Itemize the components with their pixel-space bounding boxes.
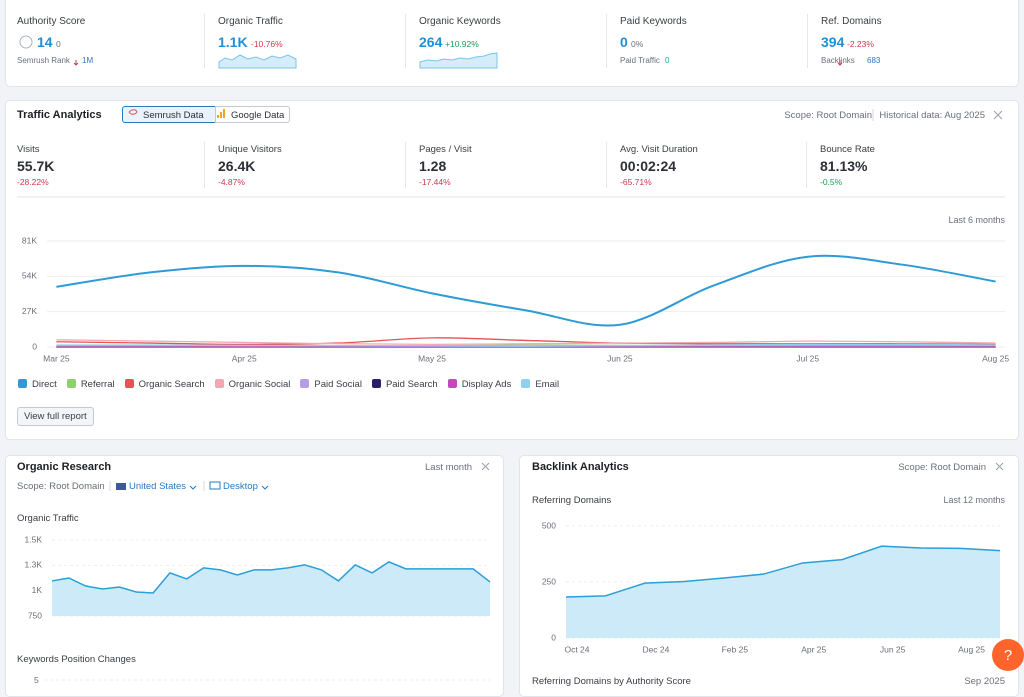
metric-label: Authority Score bbox=[17, 16, 86, 27]
metric-label: Ref. Domains bbox=[821, 16, 882, 27]
legend-label: Organic Social bbox=[228, 379, 291, 390]
metric-change: -2.23% bbox=[847, 39, 874, 49]
stat-label: Bounce Rate bbox=[820, 144, 875, 155]
legend-swatch[interactable] bbox=[18, 379, 27, 388]
stat-change: -65.71% bbox=[620, 177, 652, 187]
source-tab[interactable]: Semrush Data bbox=[122, 106, 216, 123]
legend-swatch[interactable] bbox=[371, 379, 381, 388]
stat-label: Pages / Visit bbox=[419, 144, 472, 155]
stat-value: 1.28 bbox=[419, 158, 447, 174]
section-title: Keywords Position Changes bbox=[17, 654, 136, 665]
device-select[interactable]: Desktop bbox=[223, 481, 258, 492]
legend-item[interactable]: Direct bbox=[18, 379, 57, 390]
legend-item[interactable]: Display Ads bbox=[447, 379, 512, 390]
legend-label: Paid Search bbox=[385, 379, 438, 390]
stat-value: 81.13% bbox=[820, 158, 868, 174]
divider bbox=[606, 14, 607, 68]
legend-swatch[interactable] bbox=[521, 379, 531, 388]
historical: Historical data: Aug 2025 bbox=[879, 110, 985, 121]
divider bbox=[807, 14, 808, 68]
country-select[interactable]: United States bbox=[129, 481, 187, 492]
legend-swatch[interactable] bbox=[447, 379, 457, 388]
metric-sub-value: 683 bbox=[867, 56, 881, 65]
summary-card bbox=[5, 0, 1019, 87]
card-title: Traffic Analytics bbox=[17, 109, 102, 121]
metric-value: 14 bbox=[37, 34, 53, 50]
metric-value: 1.1K bbox=[218, 34, 248, 50]
legend-swatch[interactable] bbox=[214, 379, 224, 388]
metric-sub-label: Backlinks bbox=[821, 56, 855, 65]
chart-subtitle: Last 12 months bbox=[943, 495, 1005, 505]
card-title: Organic Research bbox=[17, 461, 112, 473]
stat-label: Avg. Visit Duration bbox=[620, 144, 698, 155]
stat-change: -17.44% bbox=[419, 177, 451, 187]
stat-change: -28.22% bbox=[17, 177, 49, 187]
page: Domain Overview {"summary": [ {"label": … bbox=[5, 0, 1024, 697]
metric-value: 394 bbox=[821, 34, 845, 50]
metric-sub-label: Paid Traffic bbox=[620, 56, 660, 65]
view-report-button[interactable]: View full report bbox=[17, 407, 94, 426]
section-title: Referring Domains by Authority Score bbox=[532, 676, 691, 687]
legend-label: Direct bbox=[32, 379, 57, 390]
stat-label: Visits bbox=[17, 144, 40, 155]
legend-label: Display Ads bbox=[461, 379, 512, 390]
metric-label: Organic Keywords bbox=[419, 16, 501, 27]
period: Sep 2025 bbox=[964, 676, 1005, 687]
scope: Scope: Root Domain bbox=[898, 462, 986, 473]
metric-label: Organic Traffic bbox=[218, 16, 283, 27]
legend-swatch[interactable] bbox=[300, 379, 310, 388]
legend-item[interactable]: Organic Social bbox=[214, 379, 291, 390]
legend-item[interactable]: Organic Search bbox=[124, 379, 205, 390]
metric-change: 0% bbox=[631, 39, 644, 49]
metric-change: 0 bbox=[56, 39, 61, 49]
metric-sub-label: Semrush Rank bbox=[17, 56, 70, 65]
legend-swatch[interactable] bbox=[66, 379, 76, 388]
metric-sub-value: 0 bbox=[665, 56, 670, 65]
stat-change: -4.87% bbox=[218, 177, 245, 187]
legend-label: Referral bbox=[80, 379, 115, 390]
chart-title: Referring Domains bbox=[532, 495, 612, 506]
legend: Direct Referral Organic Search Organic Soci… bbox=[18, 379, 559, 390]
divider bbox=[405, 142, 406, 188]
divider bbox=[204, 142, 205, 188]
card-title: Backlink Analytics bbox=[532, 461, 629, 473]
divider bbox=[204, 14, 205, 68]
legend-swatch[interactable] bbox=[124, 379, 134, 388]
legend-label: Organic Search bbox=[138, 379, 205, 390]
divider bbox=[806, 142, 807, 188]
stat-change: -0.5% bbox=[820, 177, 843, 187]
metric-sub-value: 1M bbox=[82, 56, 94, 65]
legend-item[interactable]: Paid Social bbox=[300, 379, 362, 390]
metric-change: +10.92% bbox=[445, 39, 479, 49]
stat-value: 26.4K bbox=[218, 158, 256, 174]
chart-title: Organic Traffic bbox=[17, 513, 79, 524]
page-body: Traffic Analytics Semrush Data Google Da… bbox=[5, 0, 1024, 697]
legend-label: Email bbox=[535, 379, 560, 390]
legend-item[interactable]: Email bbox=[521, 379, 559, 390]
stat-value: 55.7K bbox=[17, 158, 55, 174]
metric-change: -10.76% bbox=[251, 39, 283, 49]
metric-label: Paid Keywords bbox=[620, 16, 687, 27]
legend-label: Paid Social bbox=[314, 379, 362, 390]
chart-subtitle: Last 6 months bbox=[948, 215, 1005, 225]
stat-value: 00:02:24 bbox=[620, 158, 677, 174]
divider bbox=[405, 14, 406, 68]
source-tab[interactable]: Google Data bbox=[215, 106, 290, 123]
scope: Scope: Root Domain bbox=[784, 110, 872, 121]
period: Last month bbox=[425, 462, 472, 473]
metric-value: 264 bbox=[419, 34, 443, 50]
legend-item[interactable]: Referral bbox=[66, 379, 115, 390]
scope: Scope: Root Domain bbox=[17, 481, 105, 492]
y-tick-label: 5 bbox=[34, 675, 39, 685]
stat-label: Unique Visitors bbox=[218, 144, 282, 155]
legend-item[interactable]: Paid Search bbox=[371, 379, 438, 390]
divider bbox=[606, 142, 607, 188]
backlink-card bbox=[519, 455, 1019, 697]
metric-value: 0 bbox=[620, 34, 628, 50]
